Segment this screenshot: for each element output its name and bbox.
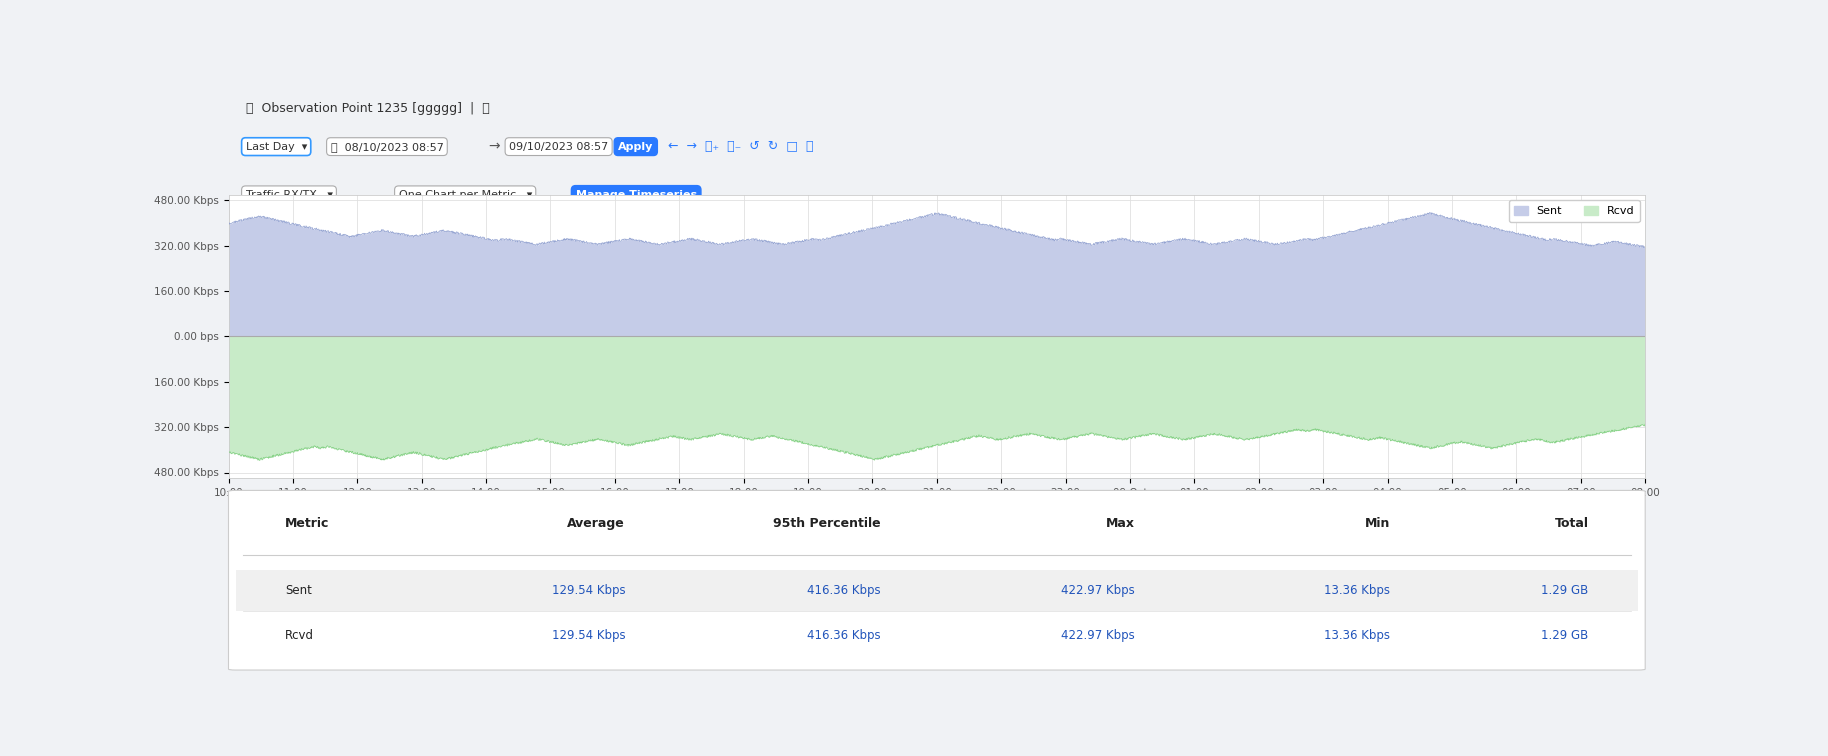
Text: Last Day  ▾: Last Day ▾ <box>245 141 307 152</box>
Text: 129.54 Kbps: 129.54 Kbps <box>552 584 625 597</box>
Text: 📅  08/10/2023 08:57: 📅 08/10/2023 08:57 <box>331 141 444 152</box>
Text: 422.97 Kbps: 422.97 Kbps <box>1062 629 1135 642</box>
Text: 13.36 Kbps: 13.36 Kbps <box>1323 584 1389 597</box>
FancyBboxPatch shape <box>228 491 1645 670</box>
Text: Metric: Metric <box>285 516 329 530</box>
Text: 129.54 Kbps: 129.54 Kbps <box>552 629 625 642</box>
Text: 1.29 GB: 1.29 GB <box>1541 629 1589 642</box>
Text: Min: Min <box>1366 516 1389 530</box>
Text: 📋  Observation Point 1235 [ggggg]  |  📄: 📋 Observation Point 1235 [ggggg] | 📄 <box>245 102 490 115</box>
Text: Sent: Sent <box>285 584 313 597</box>
Legend: Sent, Rcvd: Sent, Rcvd <box>1508 200 1640 222</box>
Bar <box>236 615 1638 656</box>
Text: Manage Timeseries: Manage Timeseries <box>576 190 696 200</box>
Text: 416.36 Kbps: 416.36 Kbps <box>806 629 881 642</box>
Text: Apply: Apply <box>618 141 653 152</box>
Text: Max: Max <box>1106 516 1135 530</box>
Text: 416.36 Kbps: 416.36 Kbps <box>806 584 881 597</box>
Text: 09/10/2023 08:57: 09/10/2023 08:57 <box>508 141 609 152</box>
Text: 422.97 Kbps: 422.97 Kbps <box>1062 584 1135 597</box>
Text: 13.36 Kbps: 13.36 Kbps <box>1323 629 1389 642</box>
Text: One Chart per Metric   ▾: One Chart per Metric ▾ <box>399 190 532 200</box>
Text: Total: Total <box>1554 516 1589 530</box>
Text: ←  →  🔍₊  🔍₋  ↺  ↻  □  💾: ← → 🔍₊ 🔍₋ ↺ ↻ □ 💾 <box>667 140 813 153</box>
Text: Traffic RX/TX   ▾: Traffic RX/TX ▾ <box>245 190 333 200</box>
Text: →: → <box>488 140 499 153</box>
Bar <box>236 570 1638 611</box>
Text: 95th Percentile: 95th Percentile <box>773 516 881 530</box>
Text: Average: Average <box>567 516 625 530</box>
Text: Rcvd: Rcvd <box>285 629 314 642</box>
Text: 1.29 GB: 1.29 GB <box>1541 584 1589 597</box>
